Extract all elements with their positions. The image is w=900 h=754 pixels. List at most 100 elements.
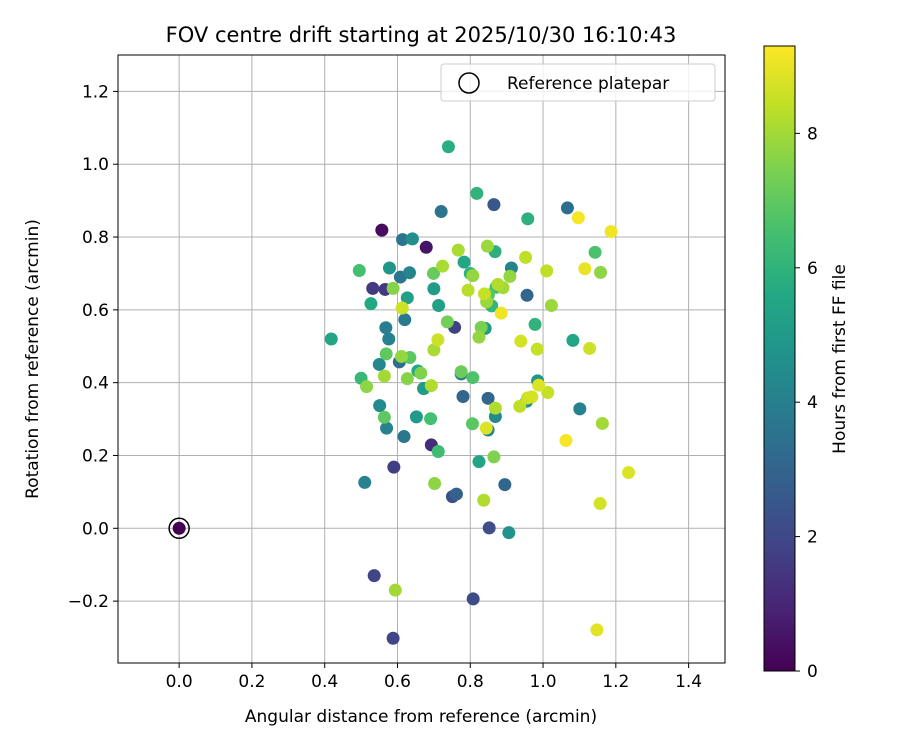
scatter-points	[324, 140, 636, 645]
scatter-point	[424, 379, 438, 393]
x-tick-label: 0.2	[238, 672, 265, 692]
scatter-point	[352, 264, 366, 278]
legend: Reference platepar	[440, 63, 716, 102]
scatter-point	[387, 460, 401, 474]
scatter-point	[514, 334, 528, 348]
scatter-point	[375, 223, 389, 237]
scatter-point	[474, 320, 488, 334]
scatter-point	[477, 287, 491, 301]
scatter-point	[566, 333, 580, 347]
scatter-point	[540, 264, 554, 278]
x-axis-ticks: 0.0 0.2 0.4 0.6 0.8 1.0 1.2 1.4	[166, 663, 702, 692]
scatter-point	[432, 298, 446, 312]
scatter-point	[466, 592, 480, 606]
scatter-point	[494, 306, 508, 320]
x-tick-label: 0.8	[457, 672, 484, 692]
scatter-point	[590, 623, 604, 637]
scatter-point	[456, 389, 470, 403]
scatter-point	[414, 366, 428, 380]
scatter-point	[491, 277, 505, 291]
colorbar-label: Hours from first FF file	[830, 264, 850, 454]
x-tick-label: 1.4	[675, 672, 702, 692]
reference-marker	[168, 517, 190, 540]
scatter-point	[440, 315, 454, 329]
scatter-point	[583, 341, 597, 355]
scatter-point	[379, 321, 393, 335]
scatter-point	[427, 266, 441, 280]
scatter-point	[449, 487, 463, 501]
y-tick-label: 0.2	[82, 446, 109, 466]
scatter-point	[502, 526, 516, 540]
scatter-point	[360, 380, 374, 394]
scatter-point	[454, 365, 468, 379]
scatter-point	[402, 266, 416, 280]
scatter-point	[409, 410, 423, 424]
scatter-point	[541, 385, 555, 399]
scatter-point	[419, 240, 433, 254]
scatter-point	[472, 330, 486, 344]
scatter-point	[366, 281, 380, 295]
scatter-point	[431, 333, 445, 347]
scatter-point	[487, 450, 501, 464]
scatter-point	[503, 269, 517, 283]
scatter-point	[388, 583, 402, 597]
scatter-point	[520, 288, 534, 302]
scatter-point	[560, 201, 574, 215]
scatter-point	[578, 262, 592, 276]
y-axis-ticks: −0.2 0.0 0.2 0.4 0.6 0.8 1.0 1.2	[68, 82, 118, 612]
colorbar-tick-label: 4	[807, 393, 818, 413]
scatter-point	[588, 245, 602, 259]
scatter-point	[465, 417, 479, 431]
scatter-point	[427, 343, 441, 357]
scatter-point	[367, 569, 381, 583]
scatter-point	[451, 243, 465, 257]
scatter-point	[477, 493, 491, 507]
scatter-point	[386, 631, 400, 645]
scatter-point	[461, 283, 475, 297]
scatter-point	[382, 332, 396, 346]
y-axis-label: Rotation from reference (arcmin)	[23, 219, 43, 499]
x-tick-label: 1.0	[530, 672, 557, 692]
scatter-point	[532, 378, 546, 392]
scatter-point	[377, 369, 391, 383]
scatter-point	[324, 332, 338, 346]
scatter-point	[593, 497, 607, 511]
scatter-point	[400, 291, 414, 305]
y-tick-label: −0.2	[68, 592, 109, 612]
x-tick-label: 0.4	[311, 672, 338, 692]
scatter-point	[544, 298, 558, 312]
x-tick-label: 1.2	[602, 672, 629, 692]
scatter-point	[386, 281, 400, 295]
scatter-point	[573, 402, 587, 416]
colorbar-tick-label: 8	[807, 124, 818, 144]
y-tick-label: 1.0	[82, 155, 109, 175]
scatter-point	[457, 255, 471, 269]
y-tick-label: 0.6	[82, 301, 109, 321]
scatter-point	[405, 232, 419, 246]
scatter-point	[480, 239, 494, 253]
y-tick-label: 1.2	[82, 82, 109, 102]
scatter-point	[470, 186, 484, 200]
x-tick-label: 0.6	[384, 672, 411, 692]
scatter-point	[481, 391, 495, 405]
scatter-point	[519, 250, 533, 264]
scatter-point	[428, 477, 442, 491]
scatter-point	[466, 269, 480, 283]
scatter-point	[595, 416, 609, 430]
scatter-point	[394, 349, 408, 363]
grid	[118, 55, 725, 663]
scatter-point	[397, 430, 411, 444]
scatter-point	[498, 478, 512, 492]
scatter-point	[396, 233, 410, 247]
scatter-point	[530, 342, 544, 356]
scatter-point	[472, 455, 486, 469]
legend-box	[440, 63, 716, 102]
legend-open-circle-icon	[458, 72, 480, 94]
scatter-point	[431, 444, 445, 458]
colorbar: 0 2 4 6 8 Hours from first FF file	[763, 45, 850, 682]
y-tick-label: 0.4	[82, 374, 109, 394]
scatter-point	[521, 212, 535, 226]
scatter-point	[487, 198, 501, 212]
reference-ring	[168, 517, 190, 540]
scatter-point	[373, 399, 387, 413]
